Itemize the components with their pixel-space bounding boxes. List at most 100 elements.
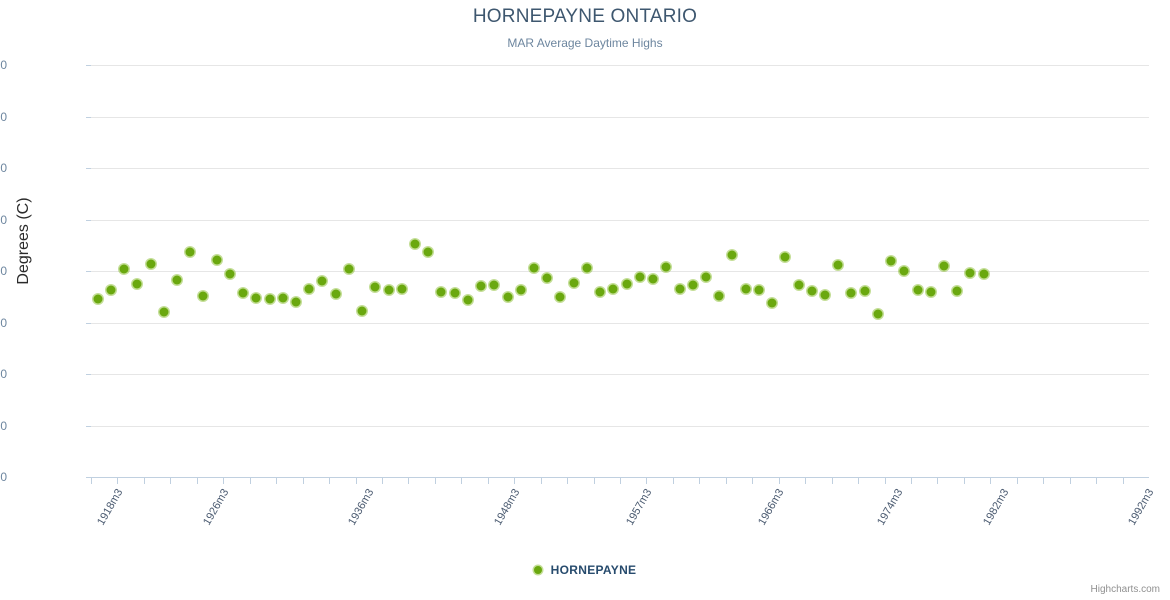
data-point[interactable] (185, 247, 195, 257)
data-point[interactable] (555, 292, 565, 302)
x-tick-mark (911, 477, 912, 484)
data-point[interactable] (542, 273, 552, 283)
data-point[interactable] (238, 288, 248, 298)
data-point[interactable] (595, 287, 605, 297)
x-tick-mark (514, 477, 515, 484)
data-point[interactable] (159, 307, 169, 317)
y-tick-label: −20 (0, 367, 7, 381)
y-tick-mark (86, 477, 91, 478)
data-point[interactable] (516, 285, 526, 295)
y-tick-label: 10 (0, 212, 7, 227)
data-point[interactable] (899, 266, 909, 276)
chart-legend: HORNEPAYNE (0, 562, 1170, 577)
data-point[interactable] (767, 298, 777, 308)
x-tick-label: 1974m3 (875, 487, 906, 528)
data-point[interactable] (370, 282, 380, 292)
data-point[interactable] (675, 284, 684, 294)
data-point[interactable] (172, 275, 182, 285)
y-gridline (91, 220, 1149, 221)
data-point[interactable] (886, 256, 896, 266)
data-point[interactable] (397, 284, 407, 294)
data-point[interactable] (926, 287, 936, 297)
data-point[interactable] (582, 263, 592, 273)
data-point[interactable] (357, 306, 367, 316)
x-tick-mark (461, 477, 462, 484)
data-point[interactable] (965, 268, 975, 278)
x-tick-mark (1043, 477, 1044, 484)
data-point[interactable] (503, 292, 513, 302)
data-point[interactable] (780, 252, 790, 262)
data-point[interactable] (450, 288, 460, 298)
data-point[interactable] (688, 280, 698, 290)
data-point[interactable] (489, 280, 499, 290)
x-tick-mark (832, 477, 833, 484)
data-point[interactable] (807, 286, 817, 296)
data-point[interactable] (304, 284, 314, 293)
data-point[interactable] (714, 291, 724, 301)
data-point[interactable] (278, 293, 288, 303)
legend-item-hornepayne[interactable]: HORNEPAYNE (533, 562, 637, 578)
data-point[interactable] (106, 285, 116, 295)
data-point[interactable] (529, 263, 539, 273)
x-tick-mark (197, 477, 198, 484)
data-point[interactable] (608, 284, 618, 294)
chart-subtitle: MAR Average Daytime Highs (507, 36, 663, 50)
data-point[interactable] (661, 262, 671, 272)
data-point[interactable] (820, 290, 830, 300)
credits-link[interactable]: Highcharts.com (1090, 584, 1160, 595)
x-tick-mark (726, 477, 727, 484)
data-point[interactable] (344, 264, 354, 274)
data-point[interactable] (794, 280, 804, 290)
data-point[interactable] (132, 279, 142, 289)
data-point[interactable] (701, 272, 711, 282)
data-point[interactable] (727, 250, 737, 260)
data-point[interactable] (317, 276, 327, 286)
data-point[interactable] (860, 286, 870, 296)
data-point[interactable] (212, 255, 222, 265)
x-tick-label: 1936m3 (346, 487, 377, 528)
data-point[interactable] (251, 293, 261, 303)
y-tick-label: −30 (0, 418, 7, 433)
x-tick-mark (144, 477, 145, 484)
data-point[interactable] (423, 247, 433, 257)
data-point[interactable] (476, 281, 486, 291)
data-point[interactable] (569, 278, 579, 288)
data-point[interactable] (463, 295, 473, 305)
data-point[interactable] (635, 272, 645, 282)
x-tick-mark (752, 477, 753, 484)
x-tick-mark (567, 477, 568, 484)
data-point[interactable] (622, 279, 632, 289)
data-point[interactable] (873, 309, 883, 319)
data-point[interactable] (225, 269, 235, 279)
data-point[interactable] (291, 297, 301, 307)
data-point[interactable] (436, 287, 446, 297)
data-point[interactable] (93, 294, 103, 304)
x-tick-mark (964, 477, 965, 484)
data-point[interactable] (741, 284, 751, 294)
data-point[interactable] (939, 261, 949, 271)
data-point[interactable] (754, 285, 764, 295)
x-tick-mark (541, 477, 542, 484)
x-tick-mark (779, 477, 780, 484)
y-gridline (91, 65, 1149, 66)
y-tick-label: 0 (0, 264, 7, 278)
y-tick-mark (86, 271, 91, 272)
data-point[interactable] (648, 274, 658, 284)
legend-item-label: HORNEPAYNE (550, 563, 637, 578)
data-point[interactable] (833, 260, 843, 270)
data-point[interactable] (331, 289, 341, 299)
data-point[interactable] (119, 264, 129, 274)
data-point[interactable] (146, 259, 155, 269)
data-point[interactable] (979, 269, 989, 279)
data-point[interactable] (384, 285, 394, 295)
data-point[interactable] (913, 285, 923, 295)
x-tick-mark (276, 477, 277, 484)
data-point[interactable] (846, 288, 856, 298)
x-tick-mark (990, 477, 991, 484)
x-tick-mark (435, 477, 436, 484)
data-point[interactable] (265, 294, 275, 304)
data-point[interactable] (410, 239, 420, 249)
data-point[interactable] (198, 291, 208, 301)
data-point[interactable] (952, 286, 962, 296)
